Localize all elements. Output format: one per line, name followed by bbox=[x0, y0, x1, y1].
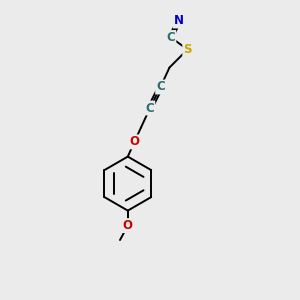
Text: O: O bbox=[129, 135, 140, 148]
Text: N: N bbox=[173, 14, 184, 28]
Text: C: C bbox=[156, 80, 165, 94]
Text: O: O bbox=[123, 219, 133, 232]
Text: C: C bbox=[146, 101, 154, 115]
Text: C: C bbox=[167, 31, 176, 44]
Text: S: S bbox=[183, 43, 192, 56]
